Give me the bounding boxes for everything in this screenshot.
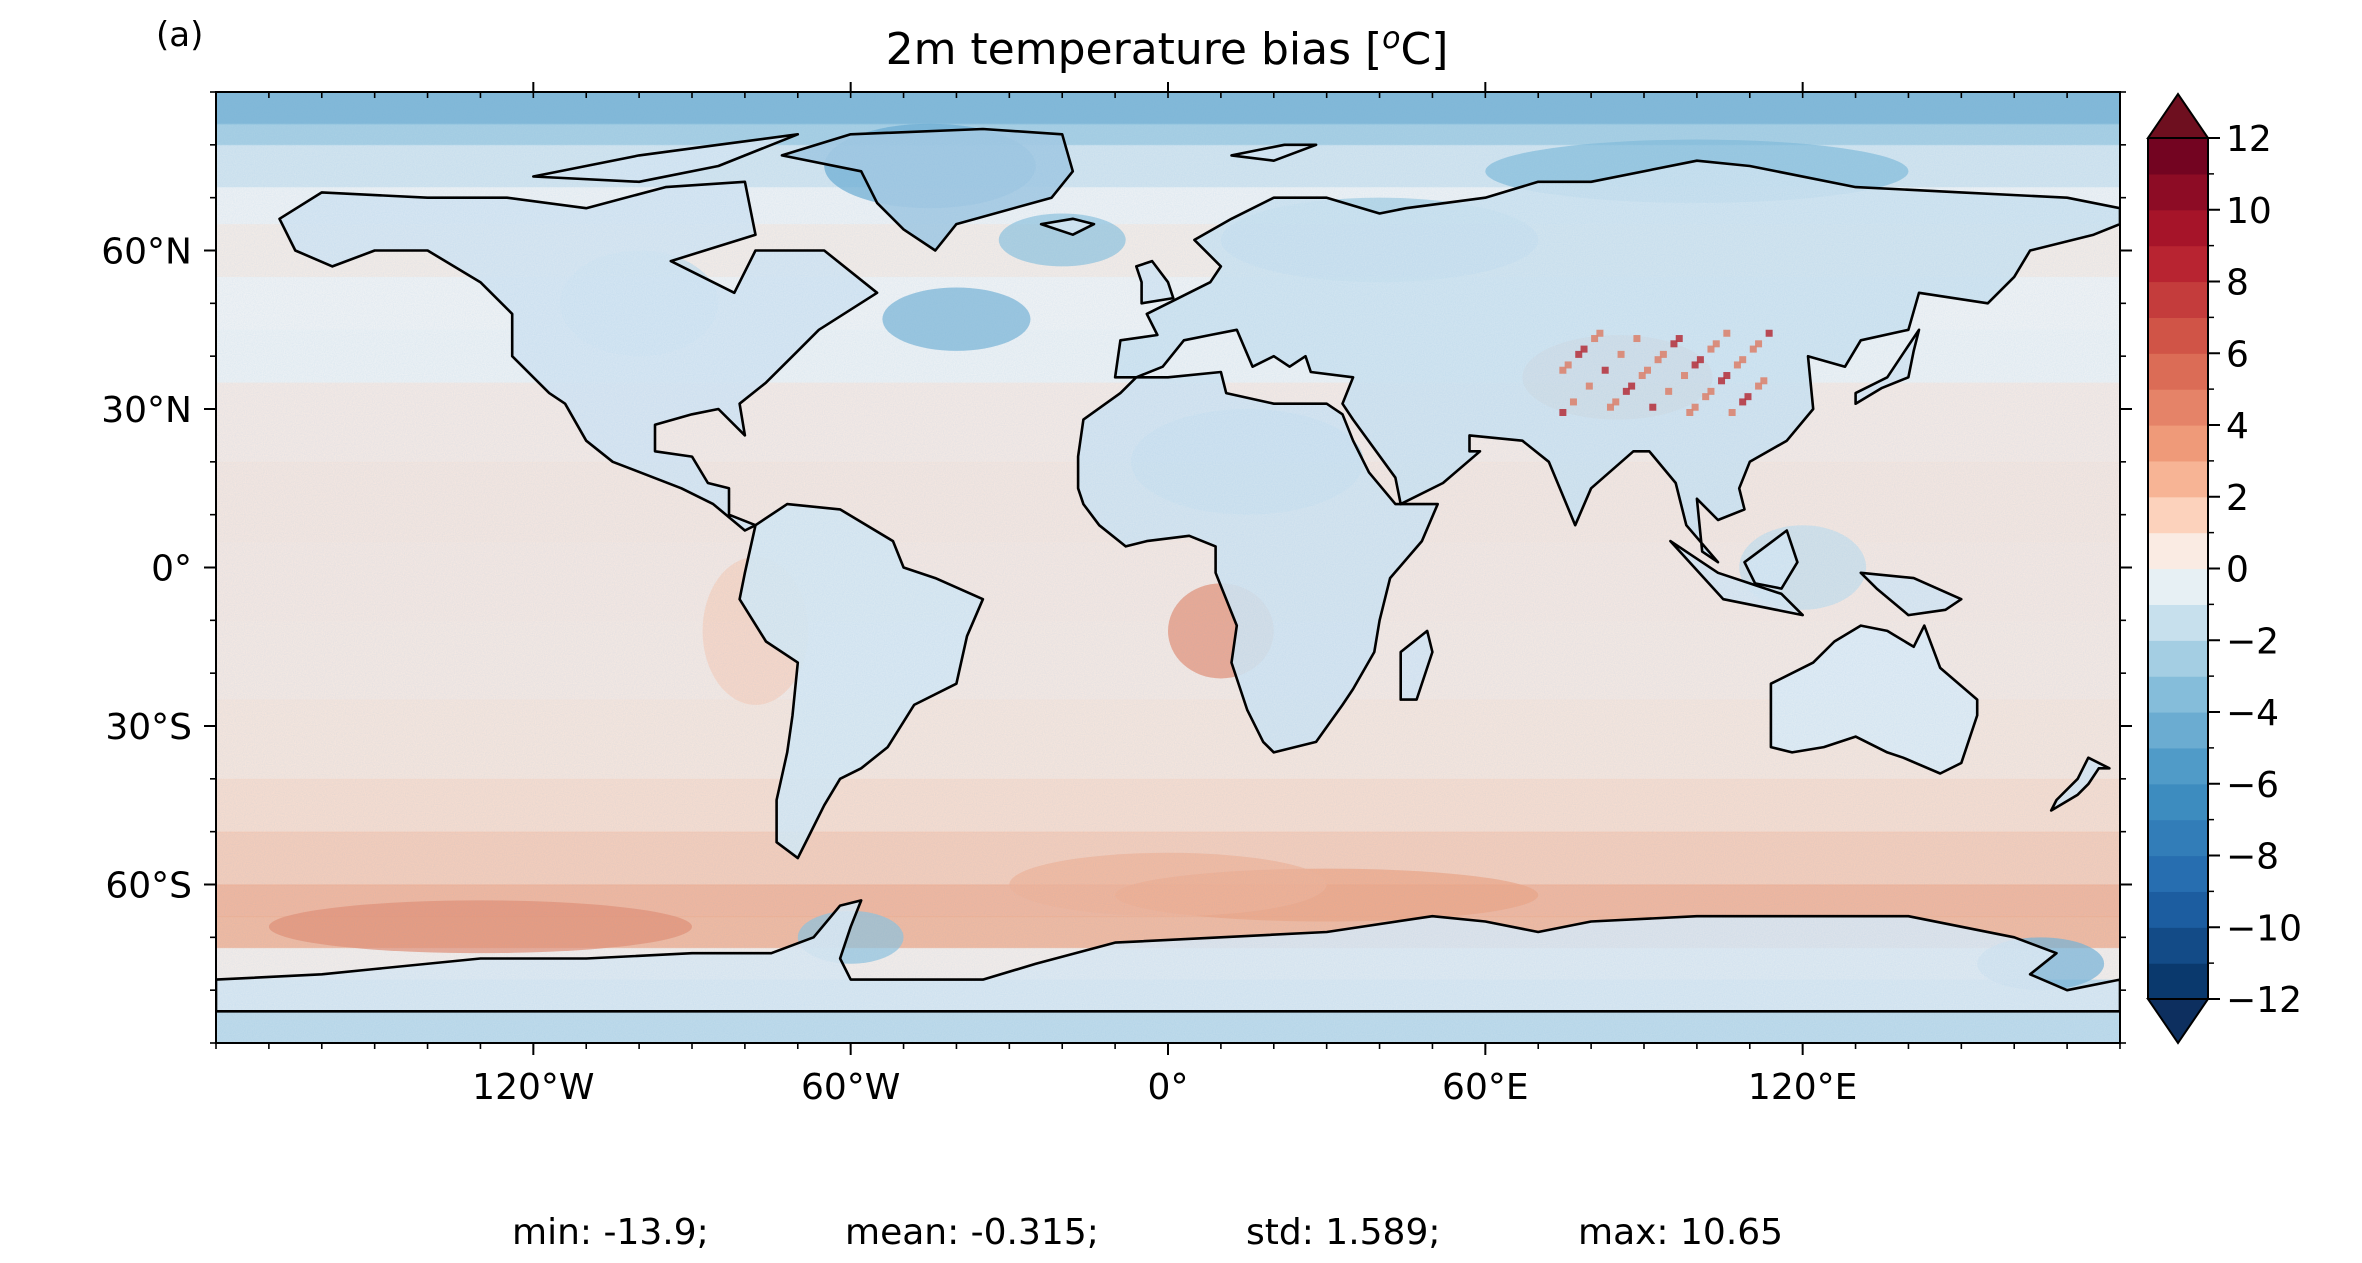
colorbar-tick-label: 10	[2226, 191, 2272, 232]
coastline-south-america	[738, 502, 985, 860]
colorbar-segment	[2148, 496, 2208, 534]
lon-tick-label: 120°E	[1748, 1067, 1857, 1108]
colorbar-over-extend	[2146, 92, 2210, 139]
coastline-japan	[1854, 328, 1921, 406]
stat-std: std: 1.589;	[1246, 1212, 1440, 1253]
coastline-north-america	[278, 180, 879, 532]
colorbar-segment	[2148, 963, 2208, 1000]
stat-max: max: 10.65	[1578, 1212, 1783, 1253]
colorbar-segment	[2148, 209, 2208, 247]
colorbar-tick-label: 4	[2226, 406, 2249, 447]
coastlines	[216, 127, 2120, 1013]
colorbar-tick-label: 0	[2226, 550, 2249, 591]
lon-tick-label: 0°	[1148, 1067, 1189, 1108]
lat-tick-label: 30°S	[105, 707, 192, 748]
colorbar-segment	[2148, 353, 2208, 390]
lat-tick-label: 0°	[151, 549, 192, 590]
coastline-new-guinea	[1859, 571, 1963, 617]
colorbar-segment	[2148, 245, 2208, 283]
panel-label: (a)	[156, 15, 203, 55]
colorbar-segment	[2148, 173, 2208, 211]
colorbar-tick-label: −4	[2226, 693, 2279, 734]
lat-tick-label: 60°N	[101, 232, 192, 273]
coastline-new-zealand	[2049, 756, 2111, 812]
colorbar-segment	[2148, 927, 2208, 964]
stat-mean: mean: -0.315;	[845, 1212, 1099, 1253]
colorbar-segment	[2148, 640, 2208, 677]
title-suffix: C]	[1401, 24, 1449, 75]
colorbar-tick-label: −6	[2226, 765, 2279, 806]
colorbar-segment	[2148, 712, 2208, 749]
map-title: 2m temperature bias [oC]	[886, 21, 1449, 75]
coastline-greenland	[780, 127, 1075, 252]
coastline-madagascar	[1399, 629, 1434, 701]
colorbar: 12 10 8 6 4 2 0 −2 −4 −6 −8 −10 −12	[2146, 92, 2302, 1045]
title-superscript: o	[1382, 21, 1400, 56]
coastline-borneo	[1743, 529, 1799, 590]
colorbar-tick-label: 12	[2226, 119, 2272, 160]
colorbar-tick-label: −8	[2226, 837, 2279, 878]
coastline-arctic-islands	[531, 133, 800, 184]
stat-min: min: -13.9;	[512, 1212, 709, 1253]
colorbar-segment	[2148, 138, 2208, 175]
colorbar-segment	[2148, 281, 2208, 318]
map-axes: 120°W 60°W 0° 60°E 120°E 60°N 30°N 0° 30°S 60°S	[101, 82, 2132, 1108]
title-prefix: 2m temperature bias [	[886, 24, 1383, 75]
colorbar-segment	[2148, 747, 2208, 785]
colorbar-tick-label: −2	[2226, 621, 2279, 662]
colorbar-segment	[2148, 604, 2208, 641]
colorbar-segment	[2148, 568, 2208, 605]
map-panel	[216, 92, 2120, 1043]
colorbar-tick-label: 2	[2226, 478, 2249, 519]
colorbar-tick-label: −10	[2226, 908, 2302, 949]
lat-tick-label: 60°S	[105, 866, 192, 907]
coastline-uk	[1135, 259, 1175, 305]
lon-tick-label: 60°W	[801, 1067, 900, 1108]
coastline-iceland	[1039, 217, 1096, 236]
colorbar-segment	[2148, 819, 2208, 857]
colorbar-segment	[2148, 891, 2208, 928]
lat-tick-label: 30°N	[101, 390, 192, 431]
coastline-eurasia	[1113, 159, 2120, 564]
lon-tick-label: 60°E	[1442, 1067, 1529, 1108]
coastline-antarctica	[216, 899, 2120, 1013]
colorbar-segment	[2148, 676, 2208, 713]
colorbar-segment	[2148, 855, 2208, 892]
colorbar-segment	[2148, 389, 2208, 426]
colorbar-under-extend	[2146, 998, 2210, 1045]
colorbar-tick-label: 8	[2226, 263, 2249, 304]
colorbar-segment	[2148, 460, 2208, 498]
coastline-australia	[1769, 624, 1979, 775]
colorbar-segment	[2148, 783, 2208, 821]
colorbar-segment	[2148, 532, 2208, 570]
coastline-indonesia	[1669, 539, 1804, 617]
pixel-noise	[216, 92, 2120, 1043]
colorbar-tick-label: 6	[2226, 334, 2249, 375]
colorbar-tick-label: −12	[2226, 980, 2302, 1021]
lon-tick-label: 120°W	[472, 1067, 594, 1108]
coastline-africa	[1076, 370, 1439, 754]
colorbar-segment	[2148, 317, 2208, 354]
coastline-svalbard	[1230, 143, 1318, 162]
colorbar-segment	[2148, 425, 2208, 462]
